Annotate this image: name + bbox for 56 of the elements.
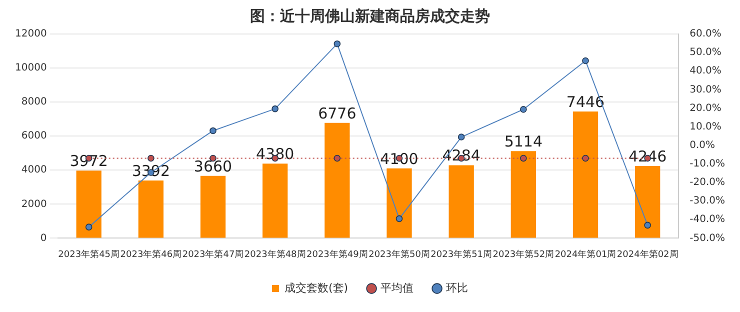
bar — [138, 180, 164, 238]
y-tick-label: 6000 — [21, 130, 47, 142]
y2-tick-label: 50.0% — [690, 47, 722, 58]
x-tick-label: 2023年第49周 — [306, 248, 368, 260]
legend-label: 环比 — [446, 281, 468, 294]
point — [210, 127, 216, 134]
x-tick-label: 2024年第01周 — [554, 248, 616, 260]
data-label: 6776 — [318, 104, 356, 122]
y2-tick-label: 40.0% — [690, 66, 722, 77]
point — [582, 57, 589, 64]
bar — [448, 165, 474, 238]
bar — [386, 168, 412, 238]
y2-tick-label: -50.0% — [690, 232, 726, 244]
y2-tick-label: 60.0% — [690, 28, 722, 40]
y2-tick-label: -20.0% — [690, 177, 726, 188]
point — [644, 222, 651, 229]
bar — [200, 176, 226, 238]
y2-tick-label: -40.0% — [690, 214, 726, 226]
x-tick-label: 2023年第48周 — [244, 248, 306, 260]
data-label: 3660 — [194, 157, 232, 176]
bar — [262, 164, 288, 238]
bar — [510, 151, 536, 238]
point — [272, 105, 278, 112]
chart-title: 图：近十周佛山新建商品房成交走势 — [250, 6, 490, 25]
data-label: 5114 — [504, 132, 543, 151]
data-label: 4246 — [628, 147, 667, 166]
y2-tick-label: 30.0% — [690, 84, 722, 96]
point — [520, 106, 527, 113]
y-tick-label: 4000 — [21, 164, 47, 176]
x-tick-label: 2023年第51周 — [430, 248, 492, 260]
y-tick-label: 10000 — [15, 62, 47, 74]
y-tick-label: 12000 — [15, 28, 47, 40]
point — [396, 215, 403, 222]
y-tick-label: 0 — [40, 232, 47, 244]
y2-tick-label: 20.0% — [690, 102, 722, 114]
y2-tick-label: -10.0% — [690, 158, 726, 170]
legend-label: 成交套数(套) — [284, 281, 348, 294]
x-tick-label: 2023年第45周 — [58, 248, 120, 260]
point — [458, 134, 465, 140]
x-tick-label: 2023年第46周 — [120, 248, 182, 260]
y-tick-label: 2000 — [21, 198, 47, 210]
bar — [324, 122, 350, 238]
x-tick-label: 2023年第52周 — [492, 248, 554, 260]
bar — [635, 166, 660, 238]
legend-label: 平均值 — [380, 281, 414, 294]
y2-tick-label: 0.0% — [690, 140, 716, 151]
x-tick-label: 2023年第50周 — [368, 248, 430, 260]
y2-tick-label: -30.0% — [690, 196, 726, 207]
y-tick-label: 8000 — [21, 96, 47, 108]
bar — [76, 170, 102, 238]
y2-tick-label: 10.0% — [690, 121, 722, 132]
bar — [572, 111, 598, 238]
point — [334, 40, 341, 48]
point — [85, 224, 92, 230]
x-tick-label: 2024年第02周 — [616, 248, 678, 260]
x-tick-label: 2023年第47周 — [182, 248, 244, 260]
